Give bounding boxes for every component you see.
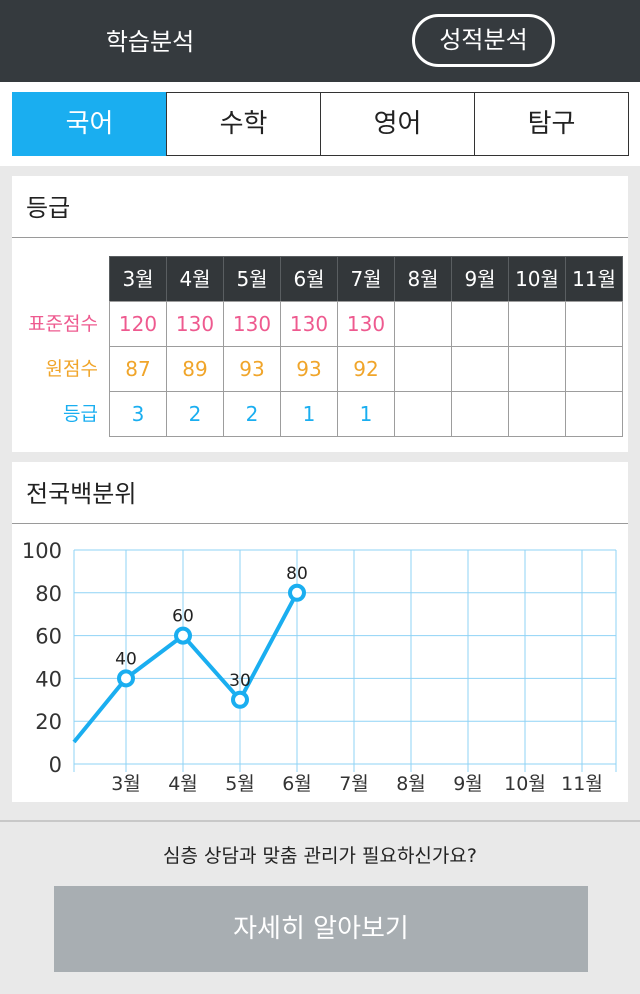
y-tick-label: 20 xyxy=(35,710,62,734)
table-cell: 3 xyxy=(109,391,167,437)
percentile-card-divider xyxy=(12,523,628,524)
data-point xyxy=(288,583,306,602)
tab-math[interactable]: 수학 xyxy=(166,92,321,156)
table-cell: 1 xyxy=(337,391,395,437)
tab-inquiry[interactable]: 탐구 xyxy=(474,92,629,156)
data-label: 80 xyxy=(286,564,308,584)
y-tick-label: 0 xyxy=(49,753,62,777)
tab-grade-analysis[interactable]: 성적분석 xyxy=(412,14,555,67)
table-cell xyxy=(394,391,452,437)
data-point xyxy=(231,690,249,709)
x-tick-label: 6월 xyxy=(282,773,312,795)
table-cell xyxy=(565,301,623,347)
data-label: 40 xyxy=(115,649,137,669)
month-header: 8월 xyxy=(394,256,452,302)
learn-more-button[interactable]: 자세히 알아보기 xyxy=(54,886,588,972)
month-header: 6월 xyxy=(280,256,338,302)
x-tick-label: 10월 xyxy=(504,773,546,795)
consult-question: 심층 상담과 맞춤 관리가 필요하신가요? xyxy=(163,845,477,867)
x-tick-label: 5월 xyxy=(225,773,255,795)
table-cell: 93 xyxy=(280,346,338,392)
table-cell: 120 xyxy=(109,301,167,347)
grade-card-divider xyxy=(12,237,628,238)
table-cell xyxy=(394,301,452,347)
row-label: 원점수 xyxy=(45,358,98,380)
data-point xyxy=(117,669,135,688)
y-tick-label: 80 xyxy=(35,582,62,606)
table-cell xyxy=(394,346,452,392)
table-cell xyxy=(565,346,623,392)
x-tick-label: 4월 xyxy=(168,773,198,795)
subject-tabs: 국어 수학 영어 탐구 xyxy=(0,82,640,166)
top-nav-bar: 학습분석 성적분석 xyxy=(0,0,640,82)
table-cell: 2 xyxy=(166,391,224,437)
grade-card: 등급 3월 4월 5월 6월 7월 8월 9월 10월 11월 표준점수 120 130 130 130 1… xyxy=(12,176,628,452)
month-header: 5월 xyxy=(223,256,281,302)
tab-english[interactable]: 영어 xyxy=(320,92,475,156)
table-cell xyxy=(565,391,623,437)
y-tick-label: 40 xyxy=(35,667,62,691)
table-cell xyxy=(451,391,509,437)
month-header: 11월 xyxy=(565,256,623,302)
month-header: 4월 xyxy=(166,256,224,302)
percentile-line-chart: 0 20 40 60 80 100 3월 4월 5월 6월 7월 8월 9월 10월 11월 40 60 30 80 xyxy=(22,539,617,795)
data-label: 60 xyxy=(172,607,194,627)
table-cell: 1 xyxy=(280,391,338,437)
tab-korean[interactable]: 국어 xyxy=(12,92,167,156)
table-cell: 130 xyxy=(223,301,281,347)
y-tick-label: 100 xyxy=(22,539,62,563)
x-tick-label: 8월 xyxy=(396,773,426,795)
data-label: 30 xyxy=(229,671,251,691)
x-tick-label: 3월 xyxy=(111,773,141,795)
table-cell: 93 xyxy=(223,346,281,392)
table-cell: 92 xyxy=(337,346,395,392)
month-header: 7월 xyxy=(337,256,395,302)
x-tick-label: 7월 xyxy=(339,773,369,795)
table-cell xyxy=(508,346,566,392)
x-tick-label: 11월 xyxy=(561,773,603,795)
table-cell: 130 xyxy=(337,301,395,347)
table-cell xyxy=(508,301,566,347)
x-tick-label: 9월 xyxy=(453,773,483,795)
table-cell xyxy=(451,301,509,347)
row-label: 등급 xyxy=(63,403,98,425)
month-header: 3월 xyxy=(109,256,167,302)
grade-card-title: 등급 xyxy=(26,194,71,222)
table-cell xyxy=(451,346,509,392)
table-cell: 130 xyxy=(280,301,338,347)
y-tick-label: 60 xyxy=(35,625,62,649)
percentile-card: 전국백분위 0 20 40 60 80 100 3월 4월 5월 6월 7월 8월 9월 10월 11월 40… xyxy=(12,462,628,802)
table-cell: 2 xyxy=(223,391,281,437)
table-cell: 87 xyxy=(109,346,167,392)
table-cell: 130 xyxy=(166,301,224,347)
footer-divider xyxy=(0,820,640,822)
month-header: 9월 xyxy=(451,256,509,302)
data-point xyxy=(174,626,192,645)
table-cell xyxy=(508,391,566,437)
month-header: 10월 xyxy=(508,256,566,302)
tab-learning-analysis[interactable]: 학습분석 xyxy=(105,28,195,56)
grade-table: 3월 4월 5월 6월 7월 8월 9월 10월 11월 표준점수 120 130 130 130 130 원… xyxy=(12,176,628,452)
table-cell: 89 xyxy=(166,346,224,392)
row-label: 표준점수 xyxy=(28,313,98,335)
percentile-card-title: 전국백분위 xyxy=(26,480,137,508)
